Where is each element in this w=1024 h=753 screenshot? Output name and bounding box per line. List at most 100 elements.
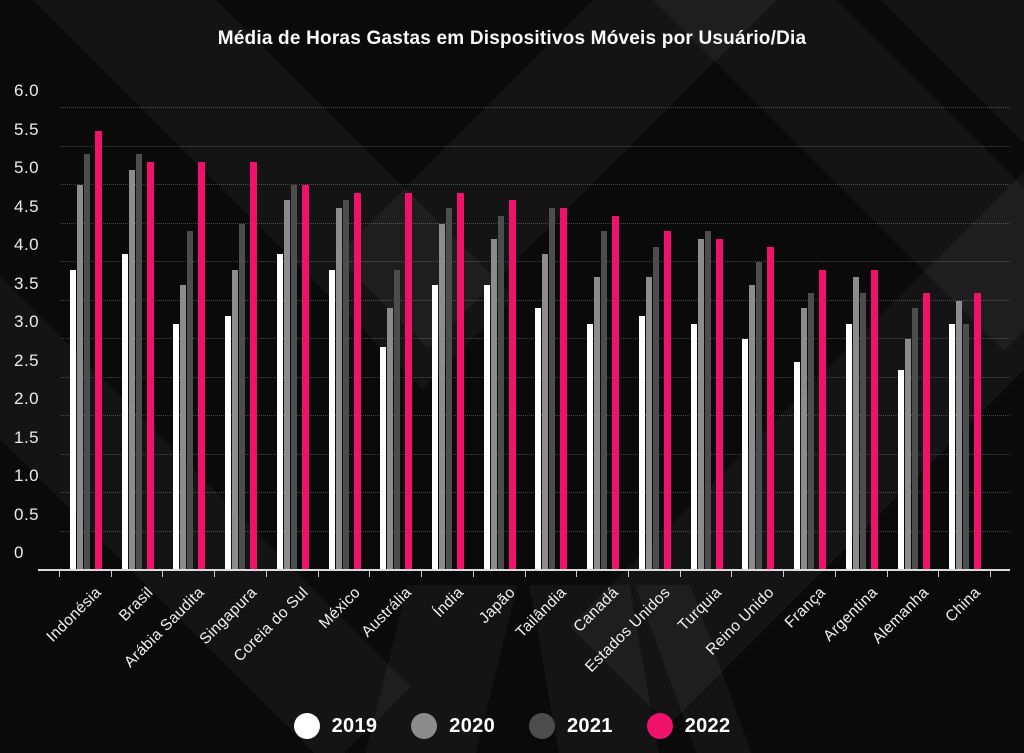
bar-2020[interactable] bbox=[180, 285, 187, 570]
bar-2022[interactable] bbox=[198, 161, 206, 570]
bar-2021[interactable] bbox=[290, 185, 297, 570]
x-tick bbox=[627, 570, 629, 577]
bar-2022[interactable] bbox=[508, 200, 516, 570]
plot-area bbox=[59, 107, 1010, 577]
bar-2020[interactable] bbox=[542, 254, 549, 570]
bar-2020[interactable] bbox=[697, 238, 704, 570]
legend-item-2022[interactable]: 2022 bbox=[646, 713, 731, 739]
bar-group bbox=[473, 108, 525, 570]
bar-2021[interactable] bbox=[756, 262, 763, 570]
bar-2021[interactable] bbox=[84, 154, 90, 570]
bar-2022[interactable] bbox=[663, 231, 671, 570]
bar-2021[interactable] bbox=[394, 269, 401, 570]
bar-2020[interactable] bbox=[335, 208, 342, 570]
bar-group bbox=[731, 108, 783, 570]
gridline bbox=[61, 299, 1010, 301]
bar-2019[interactable] bbox=[742, 339, 749, 570]
bar-2022[interactable] bbox=[405, 192, 413, 570]
bar-2019[interactable] bbox=[276, 254, 283, 570]
bar-2021[interactable] bbox=[187, 231, 194, 570]
bar-group bbox=[524, 108, 576, 570]
bar-2022[interactable] bbox=[457, 192, 465, 570]
bar-2022[interactable] bbox=[819, 269, 827, 570]
bar-2022[interactable] bbox=[250, 161, 258, 570]
bar-2020[interactable] bbox=[645, 277, 652, 570]
bar-2019[interactable] bbox=[328, 269, 335, 570]
gridline bbox=[61, 107, 1010, 108]
x-tick bbox=[834, 570, 836, 577]
legend-item-2019[interactable]: 2019 bbox=[293, 713, 378, 739]
bar-2022[interactable] bbox=[301, 185, 309, 570]
bar-2022[interactable] bbox=[974, 292, 982, 570]
bar-2021[interactable] bbox=[704, 231, 711, 570]
bar-2022[interactable] bbox=[146, 161, 154, 570]
bar-2022[interactable] bbox=[612, 215, 620, 570]
bar-2019[interactable] bbox=[483, 285, 490, 570]
bar-group bbox=[111, 108, 163, 570]
bar-2021[interactable] bbox=[342, 200, 349, 570]
bar-2020[interactable] bbox=[749, 285, 756, 570]
bar-2021[interactable] bbox=[652, 246, 659, 570]
bar-2021[interactable] bbox=[911, 308, 918, 570]
legend-item-2020[interactable]: 2020 bbox=[411, 713, 495, 739]
bar-2020[interactable] bbox=[128, 169, 135, 570]
bar-2021[interactable] bbox=[601, 231, 608, 570]
x-tick bbox=[886, 570, 888, 577]
bar-2019[interactable] bbox=[690, 323, 697, 570]
bar-group bbox=[835, 108, 887, 570]
bar-2020[interactable] bbox=[77, 185, 83, 570]
bar-2021[interactable] bbox=[549, 208, 556, 570]
y-tick-label: 0.5 bbox=[14, 504, 40, 524]
bar-group bbox=[628, 108, 680, 570]
x-tick bbox=[265, 570, 267, 577]
bar-2021[interactable] bbox=[859, 292, 866, 570]
bar-2019[interactable] bbox=[638, 315, 645, 570]
bar-group bbox=[576, 108, 628, 570]
bar-2021[interactable] bbox=[446, 208, 453, 570]
bar-2021[interactable] bbox=[497, 215, 504, 570]
bar-2019[interactable] bbox=[897, 369, 904, 570]
bar-2019[interactable] bbox=[587, 323, 594, 570]
bar-2020[interactable] bbox=[439, 223, 446, 570]
bar-2020[interactable] bbox=[852, 277, 859, 570]
bar-2020[interactable] bbox=[904, 339, 911, 570]
bar-2021[interactable] bbox=[963, 323, 970, 570]
bar-2019[interactable] bbox=[845, 323, 852, 570]
bar-2020[interactable] bbox=[490, 238, 497, 570]
bar-2020[interactable] bbox=[594, 277, 601, 570]
bar-2021[interactable] bbox=[239, 223, 246, 570]
y-tick-label: 5.0 bbox=[14, 158, 40, 177]
bar-2019[interactable] bbox=[121, 254, 128, 570]
bar-2019[interactable] bbox=[380, 346, 387, 570]
bar-2022[interactable] bbox=[95, 131, 102, 570]
bar-2020[interactable] bbox=[283, 200, 290, 570]
legend-label: 2020 bbox=[449, 714, 495, 737]
bar-2020[interactable] bbox=[956, 300, 963, 570]
bar-2019[interactable] bbox=[173, 323, 180, 570]
bar-2019[interactable] bbox=[225, 315, 232, 570]
bar-2019[interactable] bbox=[535, 308, 542, 570]
bar-2022[interactable] bbox=[353, 192, 361, 570]
bar-2022[interactable] bbox=[922, 292, 930, 570]
legend-item-2021[interactable]: 2021 bbox=[529, 713, 613, 739]
bar-2021[interactable] bbox=[135, 154, 142, 570]
bar-2022[interactable] bbox=[870, 269, 878, 570]
bar-2019[interactable] bbox=[432, 285, 439, 570]
bar-2022[interactable] bbox=[715, 238, 723, 570]
bar-2019[interactable] bbox=[794, 362, 801, 570]
bar-2020[interactable] bbox=[801, 308, 808, 570]
bar-2022[interactable] bbox=[767, 246, 775, 570]
bar-2020[interactable] bbox=[387, 308, 394, 570]
bar-2022[interactable] bbox=[560, 208, 568, 570]
bar-group bbox=[887, 108, 939, 570]
bar-2019[interactable] bbox=[70, 269, 76, 570]
legend-label: 2019 bbox=[331, 714, 378, 737]
bar-group bbox=[680, 108, 732, 570]
bar-group bbox=[938, 108, 990, 570]
bar-2020[interactable] bbox=[232, 269, 239, 570]
x-tick bbox=[59, 570, 60, 577]
bar-2019[interactable] bbox=[949, 323, 956, 570]
bar-2021[interactable] bbox=[808, 292, 815, 570]
bar-group bbox=[421, 108, 473, 570]
